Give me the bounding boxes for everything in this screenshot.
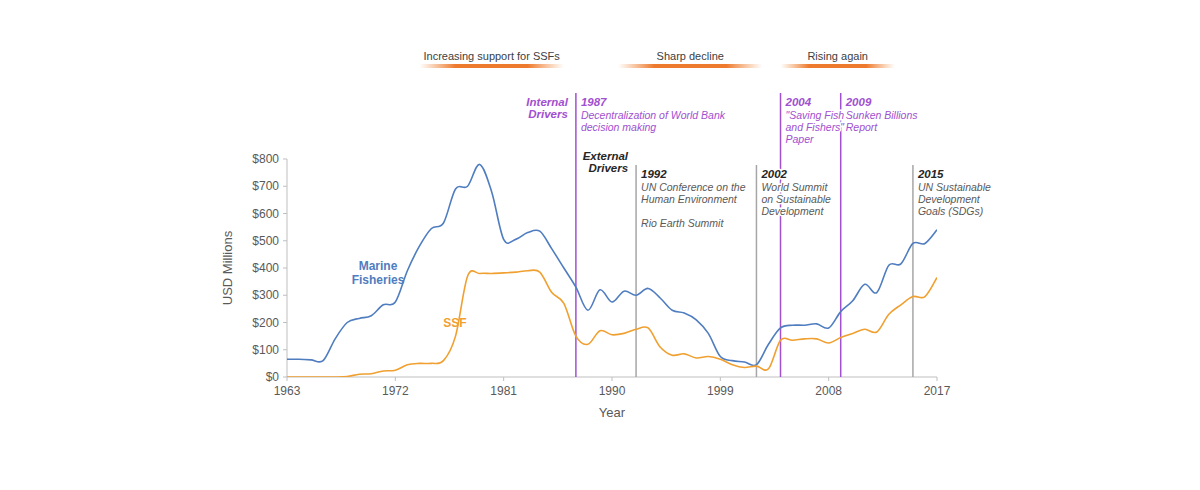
x-tick-label: 2017 [924, 384, 951, 398]
event-year: 2009 [845, 96, 872, 108]
x-tick [828, 377, 829, 381]
event-note: World Summit [761, 181, 828, 193]
y-tick-label: $200 [252, 316, 279, 330]
y-tick-label: $100 [252, 343, 279, 357]
series-label: MarineFisheries [352, 259, 405, 287]
period-label: Increasing support for SSFs [423, 50, 560, 62]
y-tick-label: $0 [266, 370, 280, 384]
y-tick [283, 159, 287, 160]
x-tick [287, 377, 288, 381]
driver-heading: ExternalDrivers [583, 150, 629, 174]
y-tick [283, 240, 287, 241]
event-note: decision making [581, 121, 656, 133]
event-note: "Saving Fish [786, 109, 845, 121]
period-band [781, 64, 895, 68]
x-tick-label: 1972 [382, 384, 409, 398]
event-line [840, 93, 842, 377]
event-note: Sunken Billions [846, 109, 919, 121]
y-tick-label: $400 [252, 261, 279, 275]
x-tick [937, 377, 938, 381]
series-group [287, 164, 937, 377]
event-note: Paper [786, 133, 815, 145]
event-lines [576, 93, 913, 377]
driver-heading-line: Drivers [588, 162, 628, 174]
x-tick [395, 377, 396, 381]
event-texts: InternalDrivers1987Decentralization of W… [526, 96, 991, 229]
x-axis-label: Year [599, 405, 626, 420]
y-tick [283, 295, 287, 296]
y-tick-label: $700 [252, 179, 279, 193]
y-tick [283, 377, 287, 378]
x-tick-label: 1963 [274, 384, 301, 398]
y-tick-label: $600 [252, 207, 279, 221]
event-line [756, 165, 758, 377]
event-note: Report [846, 121, 879, 133]
event-note: UN Sustainable [918, 181, 991, 193]
y-tick-label: $300 [252, 288, 279, 302]
x-tick-label: 1990 [599, 384, 626, 398]
event-note: Decentralization of World Bank [581, 109, 726, 121]
event-note: and Fishers" [786, 121, 846, 133]
event-note: Development [918, 193, 981, 205]
driver-heading-line: Internal [526, 96, 568, 108]
y-tick [283, 186, 287, 187]
event-year: 1987 [581, 96, 607, 108]
y-tick [283, 322, 287, 323]
period-label: Rising again [807, 50, 868, 62]
driver-heading-line: Drivers [528, 108, 568, 120]
event-note: Goals (SDGs) [918, 205, 983, 217]
y-tick-label: $500 [252, 234, 279, 248]
x-tick [612, 377, 613, 381]
event-note: UN Conference on the [641, 181, 746, 193]
y-axis-label: USD Millions [220, 230, 235, 305]
event-year: 2004 [785, 96, 812, 108]
driver-heading: InternalDrivers [526, 96, 568, 120]
event-year: 1992 [641, 168, 667, 180]
event-line [780, 93, 782, 377]
x-tick-label: 1999 [707, 384, 734, 398]
series-label: SSF [443, 316, 466, 330]
x-tick-label: 2008 [815, 384, 842, 398]
y-tick [283, 349, 287, 350]
x-tick-label: 1981 [490, 384, 517, 398]
x-tick [503, 377, 504, 381]
period-band [618, 64, 762, 68]
y-tick-label: $800 [252, 152, 279, 166]
driver-heading-line: External [583, 150, 629, 162]
period-band [419, 64, 563, 68]
series-line [287, 270, 937, 377]
event-note: Human Environment [641, 193, 738, 205]
event-line [912, 165, 914, 377]
event-note: Rio Earth Summit [641, 217, 724, 229]
period-label: Sharp decline [657, 50, 724, 62]
event-year: 2002 [760, 168, 787, 180]
y-tick [283, 268, 287, 269]
event-note: on Sustainable [761, 193, 831, 205]
event-year: 2015 [917, 168, 944, 180]
event-note: Development [761, 205, 824, 217]
chart: Increasing support for SSFs Sharp decline… [0, 0, 1200, 490]
x-tick [720, 377, 721, 381]
y-tick [283, 213, 287, 214]
event-line [635, 165, 637, 377]
